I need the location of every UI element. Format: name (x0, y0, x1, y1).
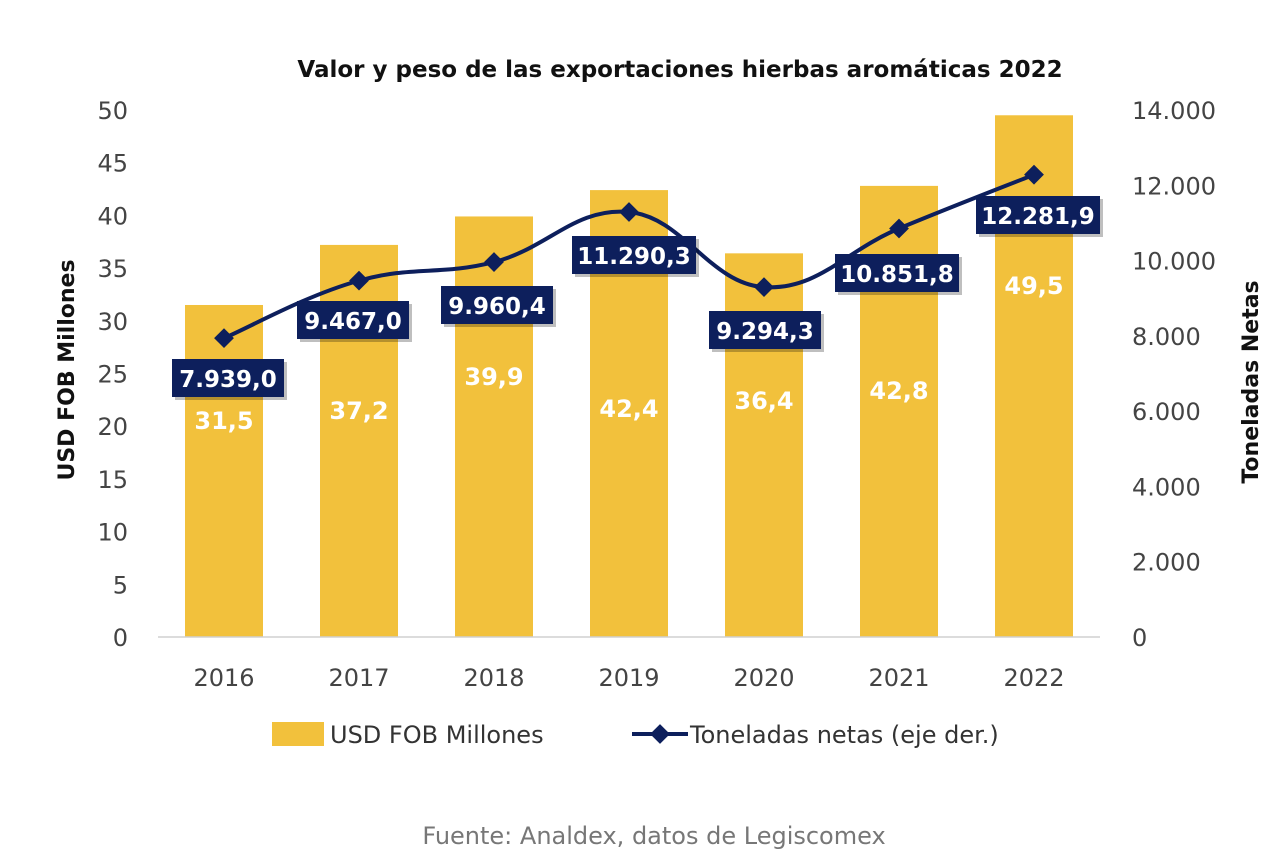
bar-value-label: 42,8 (869, 377, 928, 405)
x-tick-label: 2017 (328, 664, 389, 692)
line-value-box (976, 196, 1100, 234)
source-note: Fuente: Analdex, datos de Legiscomex (422, 822, 885, 850)
line-marker (214, 328, 234, 349)
line-value-label: 9.960,4 (448, 294, 546, 320)
y2-tick-label: 4.000 (1132, 473, 1201, 501)
line-marker (754, 277, 774, 298)
y-tick-label: 30 (97, 308, 128, 336)
y-tick-label: 10 (97, 519, 128, 547)
y-axis-label: USD FOB Millones (55, 259, 80, 480)
legend-label-line: Toneladas netas (eje der.) (689, 721, 999, 749)
y2-tick-label: 2.000 (1132, 549, 1201, 577)
bar (725, 253, 803, 637)
x-tick-label: 2018 (463, 664, 524, 692)
line-value-box (835, 254, 959, 292)
line-value-label: 12.281,9 (981, 204, 1095, 230)
y-tick-label: 15 (97, 466, 128, 494)
bar (455, 216, 533, 638)
line-value-label: 10.851,8 (840, 262, 954, 288)
bar (995, 115, 1073, 637)
line-value-label: 11.290,3 (577, 244, 691, 270)
line-value-box (297, 301, 409, 339)
x-tick-label: 2016 (193, 664, 254, 692)
bar-value-label: 39,9 (464, 363, 523, 391)
line-value-label: 9.294,3 (716, 319, 814, 345)
y2-tick-label: 14.000 (1132, 97, 1216, 125)
line-value-box (572, 236, 696, 274)
chart-title: Valor y peso de las exportaciones hierba… (297, 57, 1062, 83)
line-value-box (709, 311, 821, 349)
y-tick-label: 25 (97, 361, 128, 389)
x-tick-label: 2021 (868, 664, 929, 692)
bar (185, 304, 263, 637)
legend-label-bar: USD FOB Millones (330, 721, 544, 749)
y-tick-label: 35 (97, 255, 128, 283)
y-tick-label: 45 (97, 150, 128, 178)
y-tick-label: 40 (97, 202, 128, 230)
y2-tick-label: 8.000 (1132, 323, 1201, 351)
bar-value-label: 49,5 (1004, 272, 1063, 300)
legend: USD FOB Millones Toneladas netas (eje de… (272, 721, 999, 749)
bar-value-label: 31,5 (194, 407, 253, 435)
legend-swatch-bar (272, 722, 324, 746)
x-tick-label: 2022 (1003, 664, 1064, 692)
y2-tick-label: 12.000 (1132, 172, 1216, 200)
line-marker (1024, 164, 1044, 185)
y2-tick-label: 6.000 (1132, 398, 1201, 426)
line-value-label: 9.467,0 (304, 309, 402, 335)
x-tick-label: 2020 (733, 664, 794, 692)
bar-value-label: 36,4 (734, 387, 793, 415)
legend-marker (650, 724, 670, 744)
y-tick-label: 0 (113, 624, 128, 652)
y-tick-label: 20 (97, 413, 128, 441)
x-tick-label: 2019 (598, 664, 659, 692)
line-value-box (441, 286, 553, 324)
y-tick-label: 5 (113, 571, 128, 599)
y2-tick-label: 10.000 (1132, 248, 1216, 276)
line-value-box (172, 359, 284, 397)
bar-value-label: 42,4 (599, 395, 658, 423)
y2-tick-label: 0 (1132, 624, 1147, 652)
y2-axis-label: Toneladas Netas (1239, 280, 1264, 483)
line-marker (349, 270, 369, 291)
y-tick-label: 50 (97, 97, 128, 125)
bar-value-label: 37,2 (329, 397, 388, 425)
line-value-label: 7.939,0 (179, 367, 277, 393)
bar (860, 185, 938, 637)
